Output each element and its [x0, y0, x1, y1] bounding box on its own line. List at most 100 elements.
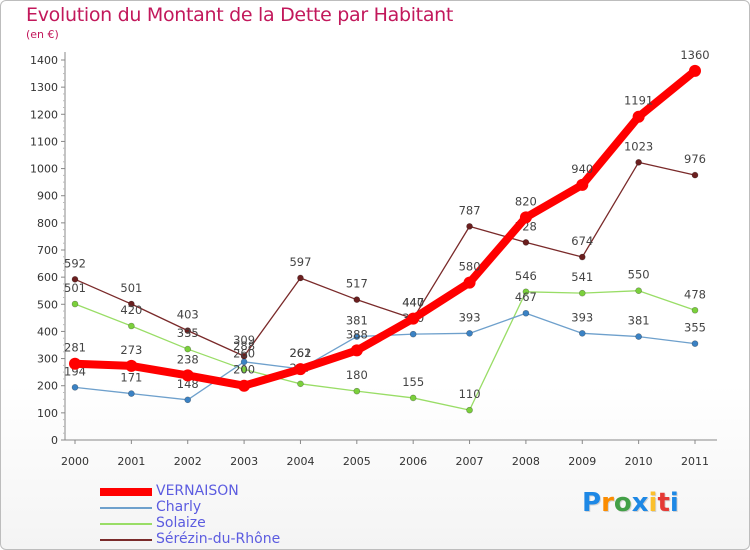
data-point-charly	[691, 340, 699, 347]
legend-label-vernaison: VERNAISON	[156, 483, 239, 499]
x-tick-label: 2006	[399, 455, 427, 468]
data-point-solaize	[297, 380, 304, 388]
y-tick-label: 700	[37, 244, 58, 257]
data-label-s-r-zin-du-rh-ne: 592	[64, 256, 86, 270]
data-point-solaize	[691, 306, 699, 314]
series-line-s-r-zin-du-rh-ne	[74, 161, 696, 357]
logo-letter: t	[657, 488, 670, 518]
data-label-s-r-zin-du-rh-ne: 1023	[624, 139, 653, 153]
y-tick-label: 400	[37, 325, 58, 338]
legend-swatch-serezin	[100, 539, 152, 541]
x-tick-label: 2008	[512, 455, 540, 468]
data-point-vernaison	[238, 379, 251, 392]
data-label-vernaison: 440	[402, 296, 424, 310]
y-tick-label: 600	[37, 271, 58, 284]
x-tick-label: 2010	[625, 455, 653, 468]
data-label-charly: 355	[684, 321, 706, 335]
data-label-vernaison: 281	[64, 341, 86, 355]
data-label-solaize: 420	[120, 303, 142, 317]
data-point-charly	[71, 384, 79, 391]
data-point-charly	[353, 333, 361, 340]
legend-item-serezin: Sérézin-du-Rhône	[100, 531, 360, 548]
data-label-solaize: 110	[459, 387, 481, 401]
data-label-charly: 171	[120, 371, 142, 385]
data-label-solaize: 546	[515, 269, 537, 283]
x-tick-label: 2003	[230, 455, 258, 468]
data-label-vernaison: 273	[120, 343, 142, 357]
y-tick-label: 900	[37, 190, 58, 203]
data-point-vernaison	[407, 312, 420, 325]
data-point-vernaison	[350, 344, 363, 357]
series-line-solaize	[74, 290, 696, 411]
data-point-charly	[409, 330, 417, 338]
data-label-s-r-zin-du-rh-ne: 403	[177, 308, 199, 322]
data-label-vernaison: 820	[515, 194, 537, 208]
x-tick-label: 2009	[568, 455, 596, 468]
data-label-vernaison: 940	[571, 162, 593, 176]
chart-title: Evolution du Montant de la Dette par Hab…	[26, 4, 454, 26]
data-point-s-r-zin-du-rh-ne	[691, 171, 699, 179]
data-point-charly	[240, 358, 248, 366]
y-tick-label: 100	[37, 407, 58, 420]
data-point-s-r-zin-du-rh-ne	[522, 239, 530, 246]
data-point-solaize	[635, 287, 642, 295]
y-tick-label: 200	[37, 380, 58, 393]
data-label-charly: 393	[459, 310, 481, 324]
data-label-vernaison: 261	[289, 346, 311, 360]
legend-label-serezin: Sérézin-du-Rhône	[156, 531, 281, 547]
x-tick-label: 2000	[61, 455, 89, 468]
logo-letter: r	[601, 488, 614, 518]
data-point-charly	[578, 330, 586, 337]
logo-letter: i	[669, 488, 679, 518]
data-point-s-r-zin-du-rh-ne	[635, 159, 642, 166]
data-point-vernaison	[519, 211, 532, 224]
data-label-charly: 262	[289, 346, 311, 360]
data-point-solaize	[353, 387, 361, 395]
data-point-vernaison	[632, 110, 645, 123]
x-tick-label: 2007	[456, 455, 484, 468]
data-point-solaize	[466, 406, 473, 414]
data-point-s-r-zin-du-rh-ne	[353, 296, 361, 303]
data-label-s-r-zin-du-rh-ne: 597	[289, 255, 311, 269]
data-point-charly	[522, 309, 530, 317]
data-label-vernaison: 388	[346, 327, 368, 341]
y-tick-label: 1300	[30, 81, 58, 94]
x-tick-label: 2001	[117, 455, 145, 468]
data-point-charly	[128, 390, 135, 397]
legend-item-charly: Charly	[100, 499, 360, 516]
data-point-vernaison	[689, 64, 701, 77]
data-point-s-r-zin-du-rh-ne	[71, 276, 79, 283]
data-label-vernaison: 1360	[680, 48, 709, 62]
data-point-charly	[466, 330, 473, 337]
legend-label-solaize: Solaize	[156, 515, 206, 531]
data-point-vernaison	[576, 178, 589, 191]
x-tick-label: 2011	[681, 455, 709, 468]
series-line-charly	[74, 312, 696, 401]
chart-subtitle: (en €)	[26, 28, 59, 41]
data-label-s-r-zin-du-rh-ne: 787	[459, 203, 481, 217]
data-point-vernaison	[463, 276, 476, 289]
data-point-solaize	[184, 345, 192, 353]
data-label-solaize: 501	[64, 281, 86, 295]
logo-letter: x	[631, 488, 649, 518]
data-label-solaize: 541	[571, 270, 593, 284]
data-point-vernaison	[181, 369, 194, 382]
data-point-s-r-zin-du-rh-ne	[128, 300, 135, 308]
legend-label-charly: Charly	[156, 499, 202, 515]
data-label-solaize: 180	[346, 368, 368, 382]
data-point-charly	[184, 396, 192, 404]
data-point-solaize	[71, 300, 79, 308]
data-point-s-r-zin-du-rh-ne	[578, 253, 586, 261]
data-point-solaize	[409, 394, 417, 402]
data-label-s-r-zin-du-rh-ne: 309	[233, 333, 255, 347]
y-tick-label: 300	[37, 353, 58, 366]
data-label-solaize: 260	[233, 346, 255, 360]
data-point-solaize	[240, 366, 248, 373]
data-point-s-r-zin-du-rh-ne	[297, 274, 304, 282]
x-tick-label: 2004	[286, 455, 314, 468]
data-label-charly: 288	[233, 339, 255, 353]
legend-swatch-vernaison	[100, 488, 152, 496]
data-point-solaize	[578, 289, 586, 297]
y-tick-label: 1200	[30, 108, 58, 121]
